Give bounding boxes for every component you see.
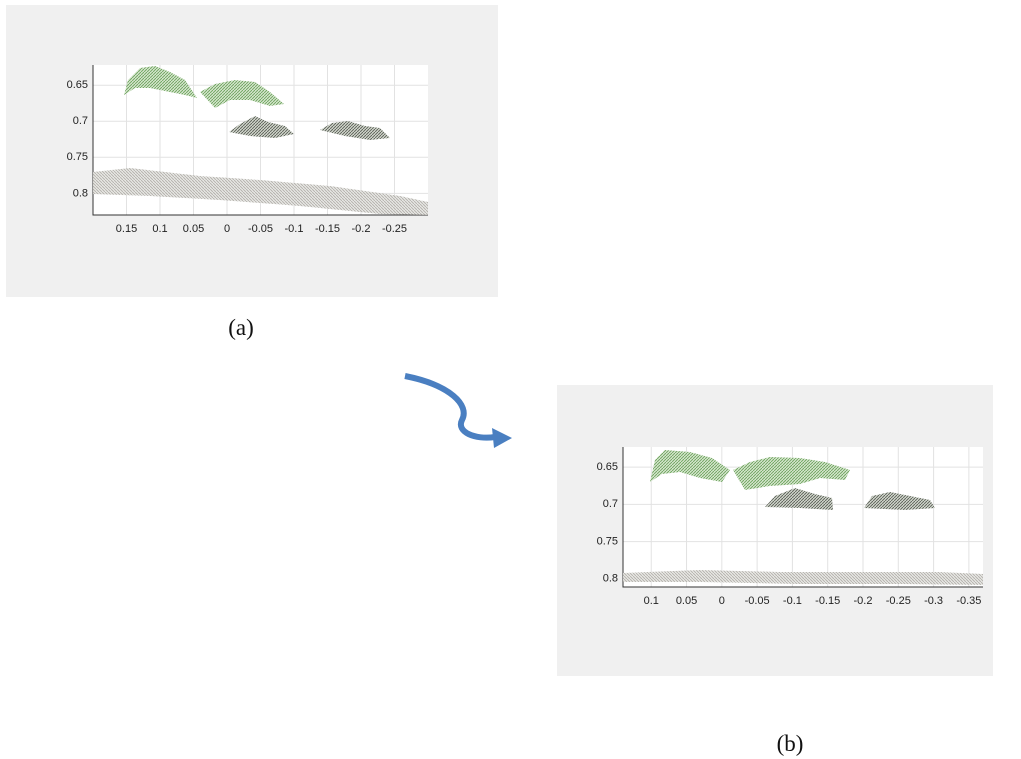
x-tick-label: -0.05 [248, 223, 273, 235]
figure: 0.15 0.1 0.05 0 -0.05 -0.1 -0.15 -0.2 -0.25 0.65 0… [0, 0, 1021, 759]
y-tick-label: 0.8 [603, 573, 618, 585]
arrow [405, 376, 495, 438]
x-tick-label: -0.15 [315, 223, 340, 235]
caption: (a) [228, 315, 254, 340]
x-tick-label: -0.25 [886, 595, 911, 607]
caption: (b) [777, 731, 804, 756]
x-tick-label: -0.25 [382, 223, 407, 235]
y-tick-label: 0.8 [73, 187, 88, 199]
x-tick-label: -0.2 [352, 223, 371, 235]
y-tick-label: 0.75 [597, 535, 618, 547]
x-tick-label: 0.1 [152, 223, 167, 235]
x-tick-label: -0.1 [783, 595, 802, 607]
x-tick-label: 0.1 [644, 595, 659, 607]
x-tick-label: -0.05 [745, 595, 770, 607]
y-tick-label: 0.75 [67, 151, 88, 163]
y-tick-label: 0.65 [597, 461, 618, 473]
arrow-head [492, 428, 512, 448]
y-tick-label: 0.7 [603, 498, 618, 510]
page: {"panels": [ {"caption": "(a)", "xlim": … [0, 0, 1021, 759]
x-tick-label: 0 [719, 595, 725, 607]
x-tick-label: -0.1 [285, 223, 304, 235]
x-tick-label: 0.05 [676, 595, 697, 607]
x-tick-label: -0.3 [924, 595, 943, 607]
x-tick-label: 0 [224, 223, 230, 235]
x-tick-label: -0.2 [854, 595, 873, 607]
y-tick-label: 0.65 [67, 79, 88, 91]
x-tick-label: -0.15 [815, 595, 840, 607]
x-tick-label: 0.05 [183, 223, 204, 235]
y-tick-label: 0.7 [73, 115, 88, 127]
x-tick-label: -0.35 [956, 595, 981, 607]
x-tick-label: 0.15 [116, 223, 137, 235]
